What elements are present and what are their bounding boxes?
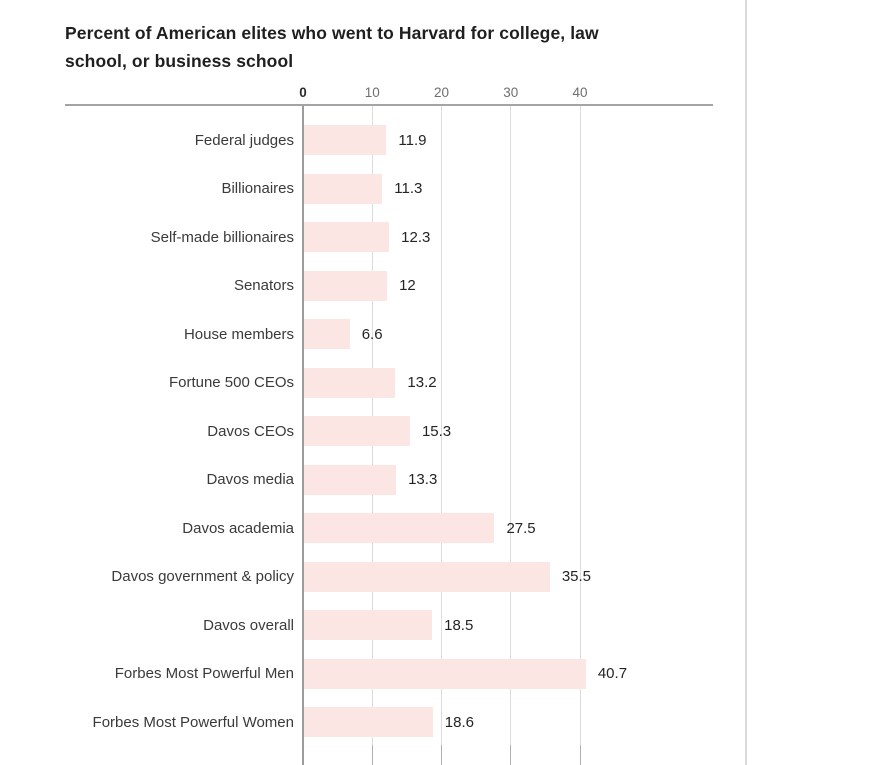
bar-row: Davos media 13.3	[0, 456, 745, 505]
value-label: 27.5	[506, 519, 536, 537]
category-label: Forbes Most Powerful Women	[92, 713, 294, 731]
category-label: Davos government & policy	[111, 568, 294, 586]
gridline-20	[441, 106, 442, 765]
category-label: Federal judges	[194, 131, 294, 149]
bar-row: Self-made billionaires 12.3	[0, 213, 745, 262]
category-label: Fortune 500 CEOs	[168, 374, 294, 392]
x-axis-line	[65, 104, 713, 106]
bar	[304, 222, 390, 253]
category-label: House members	[183, 325, 294, 343]
tick-mark-30	[510, 745, 512, 765]
gridline-30	[510, 106, 512, 765]
category-label: Self-made billionaires	[150, 228, 294, 246]
bar	[304, 513, 495, 544]
category-label: Senators	[233, 277, 294, 295]
bar	[304, 561, 550, 592]
bar-row: Billionaires 11.3	[0, 165, 745, 214]
bar-row: Davos government & policy 35.5	[0, 553, 745, 602]
category-label: Davos academia	[182, 519, 294, 537]
x-tick-label-10: 10	[364, 85, 380, 100]
bar	[304, 707, 433, 738]
bar-row: Fortune 500 CEOs 13.2	[0, 359, 745, 408]
bar	[304, 416, 410, 447]
bar	[304, 464, 397, 495]
bar	[304, 319, 350, 350]
bar	[304, 173, 383, 204]
bar-row: Davos overall 18.5	[0, 601, 745, 650]
bar	[304, 125, 387, 156]
category-label: Billionaires	[221, 180, 294, 198]
value-label: 6.6	[361, 325, 383, 343]
bar-row: Federal judges 11.9	[0, 116, 745, 165]
bar	[304, 270, 388, 301]
value-label: 11.3	[394, 180, 423, 198]
chart-title: Percent of American elites who went to H…	[65, 23, 599, 71]
bar-row: House members 6.6	[0, 310, 745, 359]
value-label: 13.3	[408, 471, 438, 489]
bar-row: Davos CEOs 15.3	[0, 407, 745, 456]
bar-row: Davos academia 27.5	[0, 504, 745, 553]
bar	[304, 658, 586, 689]
value-label: 12.3	[401, 228, 431, 246]
value-label: 11.9	[398, 131, 427, 149]
value-label: 18.6	[444, 713, 474, 731]
bar-row: Senators 12	[0, 262, 745, 311]
bar	[304, 610, 433, 641]
bar	[304, 367, 396, 398]
value-label: 15.3	[421, 422, 452, 440]
bar-row: Forbes Most Powerful Men 40.7	[0, 650, 745, 699]
category-label: Davos CEOs	[207, 422, 294, 440]
page-divider-line	[745, 0, 747, 765]
category-label: Davos media	[206, 471, 294, 489]
value-label: 35.5	[561, 568, 592, 586]
category-label: Davos overall	[203, 616, 294, 634]
tick-mark-20	[441, 745, 442, 765]
value-label: 12	[399, 277, 416, 295]
zero-axis-line	[302, 106, 304, 765]
value-label: 18.5	[444, 616, 474, 634]
x-tick-label-30: 30	[503, 85, 519, 100]
tick-mark-10	[371, 745, 373, 765]
value-label: 40.7	[597, 665, 628, 683]
x-tick-label-20: 20	[433, 85, 450, 100]
tick-mark-40	[579, 745, 581, 765]
x-tick-label-0: 0	[299, 85, 307, 100]
bar-row: Forbes Most Powerful Women 18.6	[0, 698, 745, 747]
x-tick-label-40: 40	[572, 85, 588, 100]
value-label: 13.2	[407, 374, 437, 392]
gridline-40	[579, 106, 581, 765]
category-label: Forbes Most Powerful Men	[114, 665, 294, 683]
